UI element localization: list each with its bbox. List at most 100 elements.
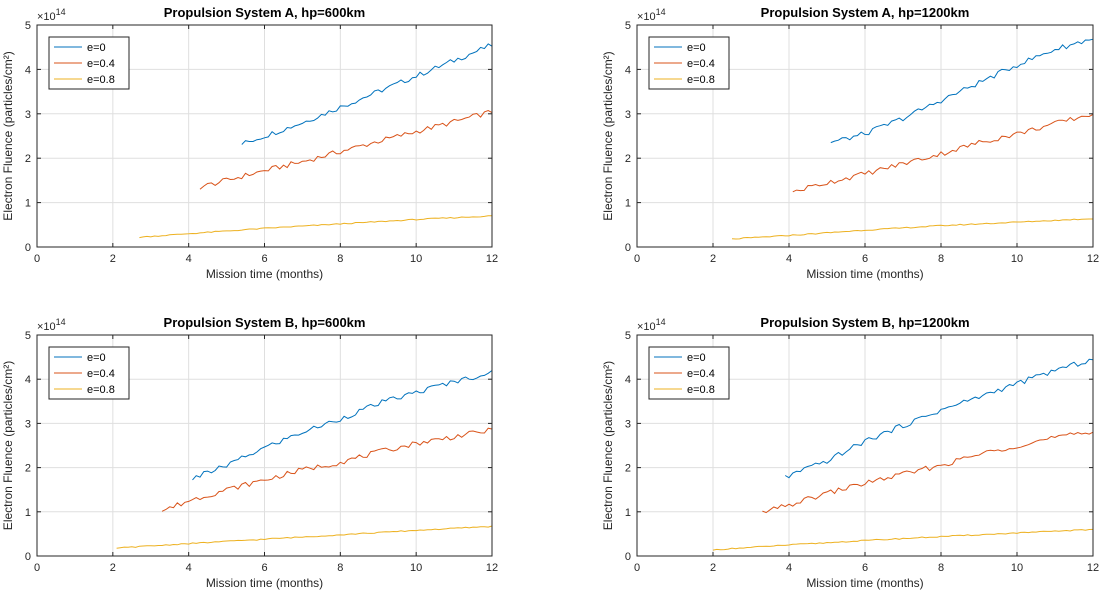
legend: e=0 e=0.4 e=0.8 [48, 36, 130, 90]
legend-entry: e=0.8 [687, 384, 715, 396]
x-tick-label: 12 [1087, 562, 1099, 574]
series-line-e-0-8 [712, 528, 1094, 551]
y-tick-label: 3 [625, 418, 631, 430]
series-line-e-0-4 [792, 113, 1094, 193]
x-tick-label: 12 [486, 562, 498, 574]
grid [37, 335, 492, 556]
series-line-e-0-4 [762, 431, 1094, 514]
legend-entry: e=0 [87, 352, 106, 364]
legend: e=0 e=0.4 e=0.8 [648, 36, 730, 90]
y-tick-label: 5 [25, 20, 31, 32]
exponent-base: ×10 [37, 321, 56, 333]
series-line-e-0-8 [116, 525, 493, 549]
x-tick-label: 10 [410, 562, 422, 574]
exponent-power: 14 [56, 317, 66, 327]
x-tick-label: 8 [938, 253, 944, 265]
legend-entry: e=0 [87, 42, 106, 54]
y-exponent-label: ×1014 [37, 7, 66, 23]
legend-box [648, 36, 730, 90]
x-tick-label: 6 [261, 253, 267, 265]
legend-entry: e=0.4 [687, 368, 715, 380]
legend-entry: e=0.4 [687, 58, 715, 70]
y-exponent-label: ×1014 [637, 7, 666, 23]
chart-title: Propulsion System A, hp=600km [164, 5, 365, 20]
exponent-base: ×10 [637, 321, 656, 333]
x-axis-label: Mission time (months) [206, 267, 323, 281]
x-tick-label: 6 [862, 562, 868, 574]
y-tick-label: 1 [625, 507, 631, 519]
x-tick-label: 0 [634, 253, 640, 265]
x-tick-label: 0 [634, 562, 640, 574]
y-tick-label: 3 [25, 109, 31, 121]
y-tick-label: 1 [25, 198, 31, 210]
chart-title: Propulsion System B, hp=600km [164, 315, 366, 330]
series-line-e-0-8 [731, 218, 1093, 240]
legend: e=0 e=0.4 e=0.8 [48, 346, 130, 400]
legend-entry: e=0 [687, 352, 706, 364]
x-tick-label: 2 [710, 253, 716, 265]
x-tick-label: 6 [261, 562, 267, 574]
series-line-e-0-4 [161, 427, 493, 512]
y-tick-label: 1 [25, 507, 31, 519]
y-tick-label: 5 [25, 330, 31, 342]
y-tick-label: 2 [25, 463, 31, 475]
x-tick-label: 4 [786, 253, 792, 265]
series-line-e-0-8 [139, 215, 493, 239]
y-tick-label: 0 [625, 551, 631, 563]
y-axis-label: Electron Fluence (particles/cm²) [1, 51, 15, 220]
y-tick-label: 0 [25, 242, 31, 254]
x-tick-label: 4 [186, 253, 192, 265]
x-tick-label: 2 [110, 562, 116, 574]
grid [637, 25, 1093, 247]
y-exponent-label: ×1014 [637, 317, 666, 333]
x-tick-label: 8 [337, 562, 343, 574]
x-axis-label: Mission time (months) [806, 267, 923, 281]
chart-title: Propulsion System B, hp=1200km [760, 315, 969, 330]
series-line-e-0 [241, 43, 493, 145]
y-tick-label: 4 [25, 374, 31, 386]
x-tick-label: 12 [1087, 253, 1099, 265]
y-axis-label: Electron Fluence (particles/cm²) [601, 361, 615, 530]
series-line-e-0 [830, 38, 1094, 144]
y-tick-label: 2 [625, 153, 631, 165]
legend: e=0 e=0.4 e=0.8 [648, 346, 730, 400]
y-tick-label: 2 [25, 153, 31, 165]
x-tick-label: 4 [186, 562, 192, 574]
exponent-base: ×10 [37, 11, 56, 23]
y-tick-label: 4 [625, 374, 631, 386]
x-tick-label: 2 [710, 562, 716, 574]
legend-entry: e=0.8 [687, 74, 715, 86]
x-tick-label: 4 [786, 562, 792, 574]
x-tick-label: 6 [862, 253, 868, 265]
y-axis-label: Electron Fluence (particles/cm²) [1, 361, 15, 530]
x-tick-label: 10 [1011, 253, 1023, 265]
x-axis-label: Mission time (months) [806, 576, 923, 590]
x-tick-label: 8 [337, 253, 343, 265]
legend-entry: e=0.8 [87, 74, 115, 86]
legend-entry: e=0.4 [87, 58, 115, 70]
y-tick-label: 3 [625, 109, 631, 121]
y-tick-label: 0 [25, 551, 31, 563]
y-tick-label: 1 [625, 198, 631, 210]
exponent-power: 14 [656, 7, 666, 17]
x-tick-label: 10 [1011, 562, 1023, 574]
x-tick-label: 8 [938, 562, 944, 574]
x-tick-label: 12 [486, 253, 498, 265]
x-axis-label: Mission time (months) [206, 576, 323, 590]
y-exponent-label: ×1014 [37, 317, 66, 333]
x-tick-label: 0 [34, 562, 40, 574]
exponent-power: 14 [56, 7, 66, 17]
legend-entry: e=0.4 [87, 368, 115, 380]
series-line-e-0-4 [199, 109, 493, 190]
x-tick-label: 2 [110, 253, 116, 265]
exponent-power: 14 [656, 317, 666, 327]
x-tick-label: 0 [34, 253, 40, 265]
legend-entry: e=0 [687, 42, 706, 54]
y-axis-label: Electron Fluence (particles/cm²) [601, 51, 615, 220]
y-tick-label: 5 [625, 330, 631, 342]
